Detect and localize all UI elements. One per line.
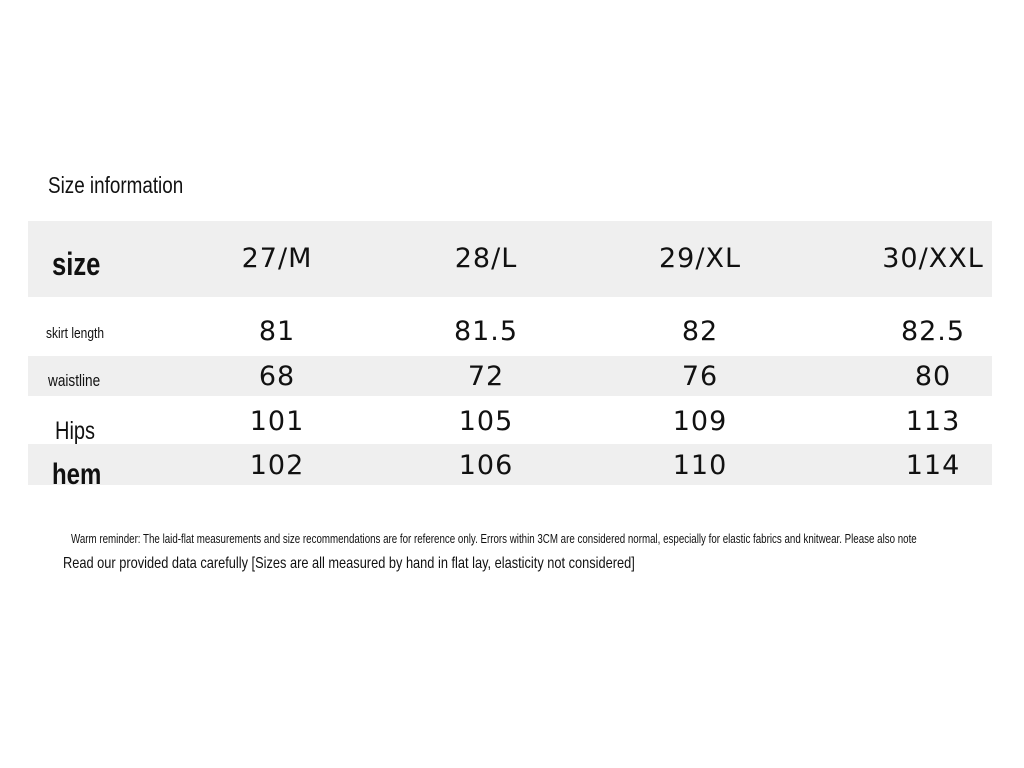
header-label: size xyxy=(52,246,101,282)
cell: 106 xyxy=(458,450,514,481)
cell: 109 xyxy=(672,406,728,437)
row-band xyxy=(28,444,992,485)
cell: 110 xyxy=(672,450,728,481)
header-band xyxy=(28,221,992,297)
header-cell: 30/XXL xyxy=(882,243,984,274)
header-cell: 27/M xyxy=(241,243,313,274)
cell: 81 xyxy=(258,316,296,347)
row-label: hem xyxy=(52,458,102,491)
row-label: waistline xyxy=(48,371,101,390)
cell: 80 xyxy=(914,361,952,392)
header-cell: 28/L xyxy=(454,243,518,274)
cell: 114 xyxy=(905,450,961,481)
cell: 82 xyxy=(681,316,719,347)
row-label: Hips xyxy=(55,417,96,445)
cell: 76 xyxy=(681,361,719,392)
title: Size information xyxy=(48,172,184,198)
row-label: skirt length xyxy=(46,325,105,342)
cell: 68 xyxy=(258,361,296,392)
cell: 72 xyxy=(467,361,505,392)
cell: 105 xyxy=(458,406,514,437)
cell: 101 xyxy=(249,406,305,437)
row-band xyxy=(28,356,992,396)
cell: 81.5 xyxy=(453,316,519,347)
cell: 82.5 xyxy=(900,316,966,347)
cell: 102 xyxy=(249,450,305,481)
note: Warm reminder: The laid-flat measurement… xyxy=(71,532,917,546)
note: Read our provided data carefully [Sizes … xyxy=(63,555,635,572)
cell: 113 xyxy=(905,406,961,437)
header-cell: 29/XL xyxy=(659,243,741,274)
